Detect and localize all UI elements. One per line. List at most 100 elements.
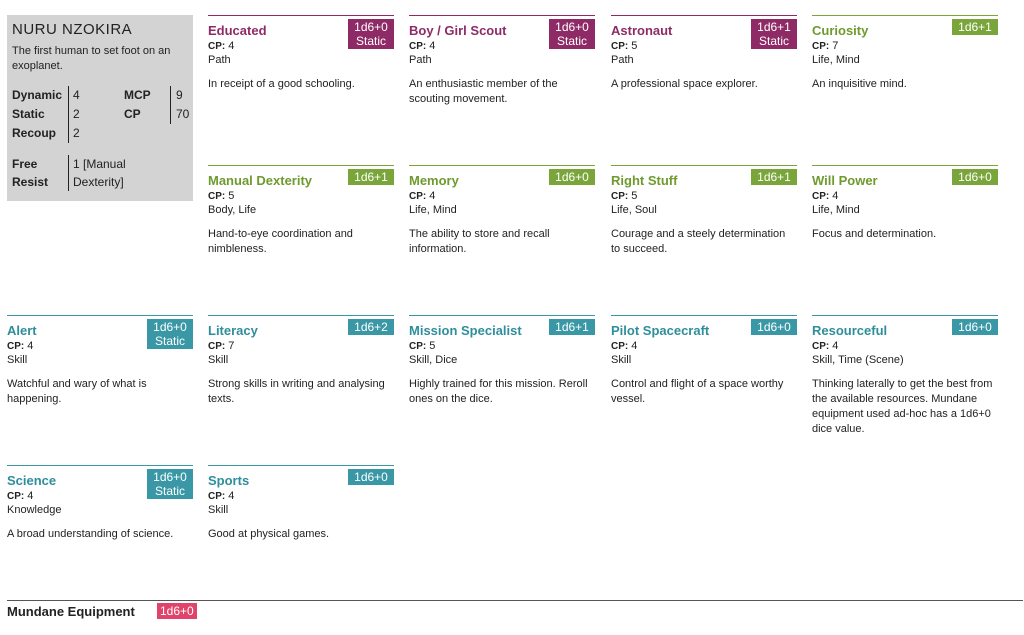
trait-card: Literacy 1d6+2 CP: 7 Skill Strong skills in …	[208, 315, 394, 455]
free-value: 1 [Manual	[68, 155, 178, 173]
card-type: Skill, Time (Scene)	[812, 354, 904, 366]
card-cp: CP: 4	[812, 190, 838, 202]
trait-card: Science 1d6+0 Static CP: 4 Knowledge A broad …	[7, 465, 193, 605]
trait-card: Sports 1d6+0 CP: 4 Skill Good at physical ga…	[208, 465, 394, 605]
card-type: Body, Life	[208, 204, 257, 216]
card-cp: CP: 4	[409, 190, 435, 202]
cp-label: CP:	[611, 41, 629, 52]
cp-value: 5	[631, 190, 638, 202]
card-description: A broad understanding of science.	[7, 528, 174, 540]
free-resist: Free 1 [Manual Resist Dexterity]	[12, 155, 188, 191]
dice-value: 1d6+1	[555, 320, 589, 334]
card-cp: CP: 5	[409, 340, 435, 352]
static-value: 2	[68, 105, 124, 124]
trait-card: Resourceful 1d6+0 CP: 4 Skill, Time (Scene)…	[812, 315, 998, 455]
card-description: An enthusiastic member of the scouting m…	[409, 78, 558, 105]
trait-card: Pilot Spacecraft 1d6+0 CP: 4 Skill Control a…	[611, 315, 797, 455]
dice-badge: 1d6+1 Static	[751, 19, 797, 49]
card-description: The ability to store and recall informat…	[409, 228, 550, 255]
cp-value: 4	[631, 340, 638, 352]
dice-value: 1d6+0	[958, 170, 992, 184]
trait-card: Memory 1d6+0 CP: 4 Life, Mind The ability to…	[409, 165, 595, 305]
cp-label: CP:	[812, 41, 830, 52]
dice-value: 1d6+0	[555, 20, 589, 34]
cp-value: 4	[27, 340, 34, 352]
card-description: Focus and determination.	[812, 228, 937, 240]
cp-value: 7	[832, 40, 839, 52]
resist-label: Resist	[12, 175, 49, 189]
card-title: Resourceful	[812, 323, 888, 338]
dice-value: 1d6+0	[153, 470, 187, 484]
card-title: Alert	[7, 323, 37, 338]
dynamic-value: 4	[68, 86, 124, 105]
cp-label: CP:	[208, 341, 226, 352]
dice-badge: 1d6+0	[952, 169, 998, 185]
trait-card: Right Stuff 1d6+1 CP: 5 Life, Soul Courage a…	[611, 165, 797, 305]
card-cp: CP: 7	[208, 340, 234, 352]
stats-grid: Dynamic 4 MCP 9 Static 2 CP 70 Recoup 2	[12, 86, 189, 143]
cp-value: 4	[27, 490, 34, 502]
card-title: Manual Dexterity	[208, 173, 313, 188]
cp-value: 4	[429, 190, 436, 202]
dice-badge: 1d6+1	[549, 319, 595, 335]
equipment-dice: 1d6+0	[157, 603, 197, 619]
card-title: Educated	[208, 23, 267, 38]
dice-static: Static	[154, 484, 185, 498]
card-type: Path	[611, 54, 634, 66]
trait-card: Mission Specialist 1d6+1 CP: 5 Skill, Dice H…	[409, 315, 595, 455]
card-description: A professional space explorer.	[611, 78, 758, 90]
static-label: Static	[12, 107, 45, 121]
trait-card: Astronaut 1d6+1 Static CP: 5 Path A professio…	[611, 15, 797, 155]
dice-value: 1d6+0	[757, 320, 791, 334]
card-type: Knowledge	[7, 504, 62, 516]
cp-label: CP:	[812, 191, 830, 202]
mcp-value: 9	[170, 86, 200, 105]
cp-label: CP:	[611, 191, 629, 202]
cp-value: 70	[170, 105, 200, 124]
cp-value: 7	[228, 340, 235, 352]
cp-label: CP	[124, 107, 141, 121]
card-type: Life, Soul	[611, 204, 657, 216]
trait-card: Curiosity 1d6+1 CP: 7 Life, Mind An inquisit…	[812, 15, 998, 155]
card-title: Right Stuff	[611, 173, 678, 188]
cp-label: CP:	[812, 341, 830, 352]
cp-label: CP:	[409, 41, 427, 52]
card-title: Boy / Girl Scout	[409, 23, 507, 38]
dice-badge: 1d6+0 Static	[549, 19, 595, 49]
equipment-label: Mundane Equipment	[7, 604, 135, 619]
trait-card: Boy / Girl Scout 1d6+0 Static CP: 4 Path An e…	[409, 15, 595, 155]
mcp-label: MCP	[124, 88, 151, 102]
dice-static: Static	[154, 334, 185, 348]
card-description: Hand-to-eye coordination and nimbleness.	[208, 228, 353, 255]
card-cp: CP: 4	[409, 40, 435, 52]
trait-card: Will Power 1d6+0 CP: 4 Life, Mind Focus and …	[812, 165, 998, 305]
card-cp: CP: 4	[7, 340, 33, 352]
dice-badge: 1d6+1	[348, 169, 394, 185]
dice-badge: 1d6+1	[952, 19, 998, 35]
free-label: Free	[12, 157, 38, 171]
cp-value: 4	[832, 340, 839, 352]
card-title: Science	[7, 473, 57, 488]
dice-badge: 1d6+0	[952, 319, 998, 335]
dice-value: 1d6+0	[153, 320, 187, 334]
cp-value: 4	[228, 490, 235, 502]
card-description: Courage and a steely determination to su…	[611, 228, 786, 255]
card-type: Skill	[208, 354, 229, 366]
card-cp: CP: 7	[812, 40, 838, 52]
resist-value: Dexterity]	[68, 173, 178, 191]
recoup-label: Recoup	[12, 126, 57, 140]
cp-label: CP:	[409, 341, 427, 352]
equipment-divider	[7, 600, 1023, 601]
card-type: Life, Mind	[812, 204, 860, 216]
cp-label: CP:	[208, 191, 226, 202]
card-title: Literacy	[208, 323, 258, 338]
dice-static: Static	[355, 34, 386, 48]
card-cp: CP: 4	[208, 490, 234, 502]
card-type: Path	[409, 54, 432, 66]
card-description: In receipt of a good schooling.	[208, 78, 355, 90]
dice-badge: 1d6+2	[348, 319, 394, 335]
card-cp: CP: 5	[208, 190, 234, 202]
dice-badge: 1d6+0 Static	[147, 319, 193, 349]
character-description: The first human to set foot on an exopla…	[12, 45, 171, 72]
dice-value: 1d6+1	[757, 170, 791, 184]
